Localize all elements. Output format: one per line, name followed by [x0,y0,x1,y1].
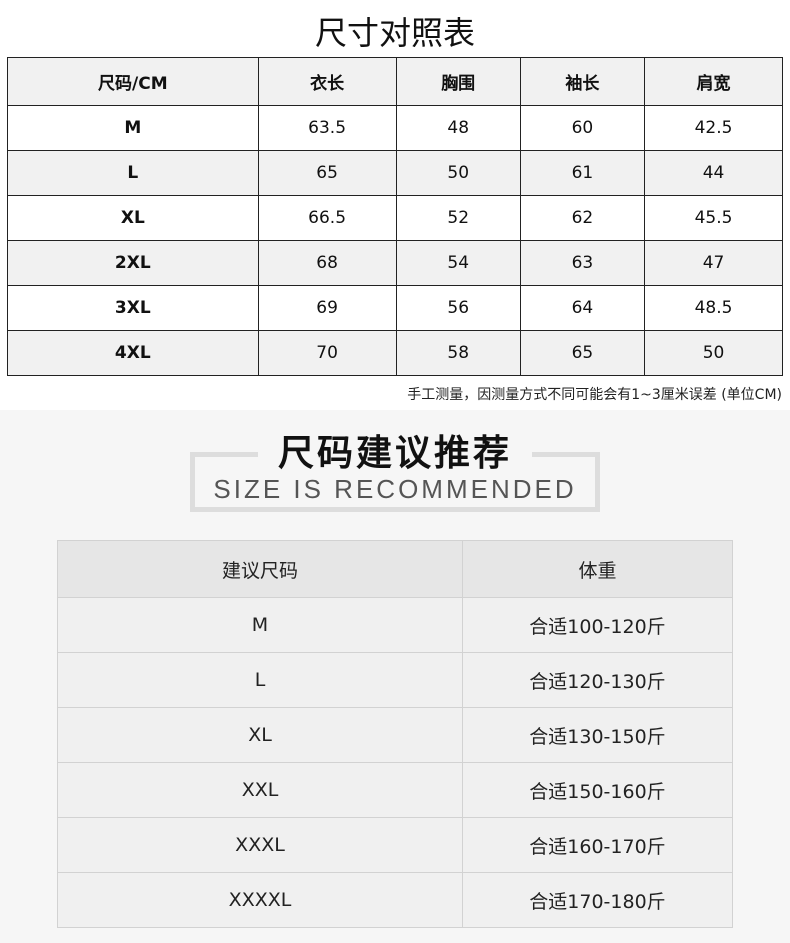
table-cell: 56 [395,285,521,331]
table-cell: L [57,652,463,708]
table-cell: 65 [519,330,646,376]
table-cell: 3XL [7,285,259,331]
table-cell: M [57,597,463,653]
table-cell: L [7,150,259,196]
table-cell: 63 [519,240,646,286]
table-cell: 58 [395,330,521,376]
table-header: 建议尺码 体重 [57,540,733,598]
header-cell: 建议尺码 [57,540,463,598]
table-cell: M [7,105,259,151]
table-cell: XL [57,707,463,763]
table-cell: 4XL [7,330,259,376]
table-cell: 66.5 [257,195,397,241]
table-cell: 合适150-160斤 [462,762,733,818]
table-cell: 47 [644,240,783,286]
recommend-table: 建议尺码 体重 M 合适100-120斤 L 合适120-130斤 XL 合适130-150斤… [57,540,733,928]
header-cell: 体重 [462,540,733,598]
table-cell: 61 [519,150,646,196]
header-cell: 袖长 [519,57,646,106]
table-cell: XL [7,195,259,241]
table-row: 2XL 68 54 63 47 [7,240,783,286]
table-cell: 68 [257,240,397,286]
header-cell: 胸围 [395,57,521,106]
table-cell: 合适170-180斤 [462,872,733,928]
table-cell: 54 [395,240,521,286]
table-cell: XXL [57,762,463,818]
table-row: XXXL 合适160-170斤 [57,817,733,873]
table-cell: 62 [519,195,646,241]
table-cell: XXXL [57,817,463,873]
table-row: XL 66.5 52 62 45.5 [7,195,783,241]
table-row: XL 合适130-150斤 [57,707,733,763]
table-row: XXL 合适150-160斤 [57,762,733,818]
header-cell: 尺码/CM [7,57,259,106]
size-chart-title: 尺寸对照表 [314,14,475,52]
table-row: L 合适120-130斤 [57,652,733,708]
table-row: 3XL 69 56 64 48.5 [7,285,783,331]
table-cell: 合适120-130斤 [462,652,733,708]
table-cell: 合适160-170斤 [462,817,733,873]
table-cell: 69 [257,285,397,331]
header-cell: 肩宽 [644,57,783,106]
table-cell: 50 [395,150,521,196]
recommend-title: 尺码建议推荐 [277,433,512,474]
recommend-subtitle: SIZE IS RECOMMENDED [213,474,577,504]
table-cell: 64 [519,285,646,331]
table-cell: 45.5 [644,195,783,241]
table-cell: 65 [257,150,397,196]
table-cell: XXXXL [57,872,463,928]
table-cell: 合适130-150斤 [462,707,733,763]
table-row: M 63.5 48 60 42.5 [7,105,783,151]
table-header: 尺码/CM 衣长 胸围 袖长 肩宽 [7,57,783,106]
table-cell: 70 [257,330,397,376]
table-row: L 65 50 61 44 [7,150,783,196]
header-cell: 衣长 [257,57,397,106]
table-row: M 合适100-120斤 [57,597,733,653]
table-cell: 48.5 [644,285,783,331]
table-cell: 合适100-120斤 [462,597,733,653]
table-row: 4XL 70 58 65 50 [7,330,783,376]
table-cell: 50 [644,330,783,376]
table-cell: 63.5 [257,105,397,151]
table-row: XXXXL 合适170-180斤 [57,872,733,928]
table-cell: 2XL [7,240,259,286]
table-cell: 60 [519,105,646,151]
size-chart-table: 尺码/CM 衣长 胸围 袖长 肩宽 M 63.5 48 60 42.5 L 65 50 61 44 XL 66.… [7,57,783,376]
table-cell: 48 [395,105,521,151]
table-cell: 44 [644,150,783,196]
table-cell: 52 [395,195,521,241]
table-cell: 42.5 [644,105,783,151]
measurement-note: 手工测量，因测量方式不同可能会有1~3厘米误差 (单位CM) [407,387,782,403]
